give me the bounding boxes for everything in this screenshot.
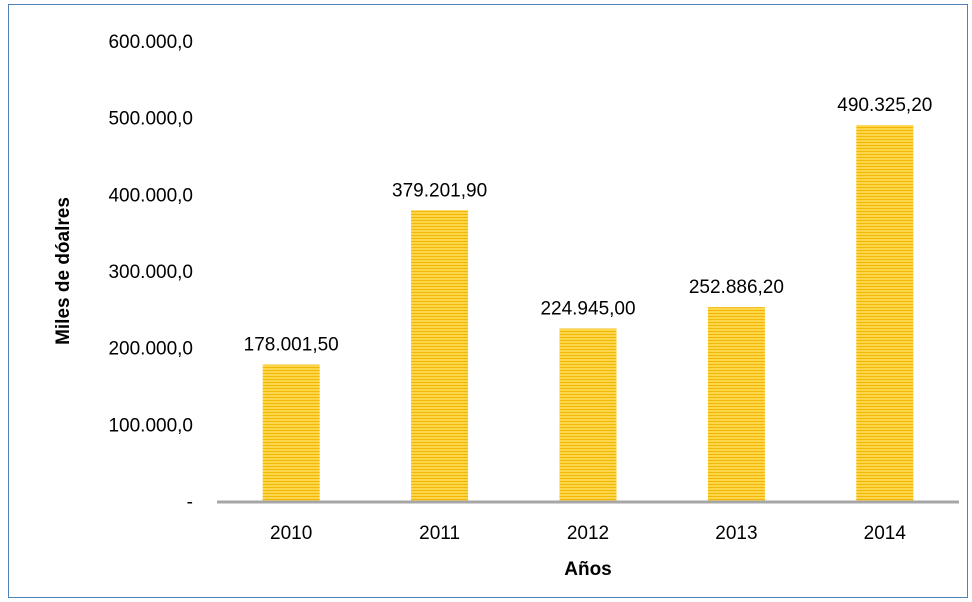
y-tick-label: 400.000,0: [108, 185, 193, 206]
bar-data-labels: 178.001,50 379.201,90 224.945,00 252.886,20…: [244, 95, 933, 355]
y-tick-label: 500.000,0: [108, 109, 193, 130]
y-tick-label: 100.000,0: [108, 415, 193, 436]
x-axis-title: Años: [564, 559, 612, 580]
x-tick-label: 2012: [567, 523, 609, 544]
x-tick-label: 2013: [715, 523, 757, 544]
bar-data-label: 224.945,00: [540, 299, 635, 320]
bar-chart: - 100.000,0 200.000,0 300.000,0 400.000,0 500…: [9, 5, 969, 599]
y-axis-title: Miles de dóalres: [53, 197, 74, 345]
y-axis-ticks: - 100.000,0 200.000,0 300.000,0 400.000,0 500…: [108, 32, 193, 513]
y-tick-label: 200.000,0: [108, 339, 193, 360]
bar: [856, 125, 913, 501]
x-axis-ticks: 2010 2011 2012 2013 2014: [270, 523, 906, 544]
bar-data-label: 490.325,20: [837, 95, 932, 116]
y-tick-label: 600.000,0: [108, 32, 193, 53]
x-tick-label: 2014: [864, 523, 907, 544]
bar: [263, 365, 320, 501]
x-tick-label: 2010: [270, 523, 312, 544]
y-tick-label: -: [187, 492, 193, 513]
bar-data-label: 252.886,20: [689, 277, 784, 298]
bar: [560, 329, 617, 501]
bar-data-label: 178.001,50: [244, 335, 339, 356]
bar: [411, 210, 468, 501]
bar-data-label: 379.201,90: [392, 180, 487, 201]
bar: [708, 307, 765, 501]
y-tick-label: 300.000,0: [108, 262, 193, 283]
chart-frame: - 100.000,0 200.000,0 300.000,0 400.000,0 500…: [8, 4, 968, 598]
x-tick-label: 2011: [419, 523, 460, 544]
